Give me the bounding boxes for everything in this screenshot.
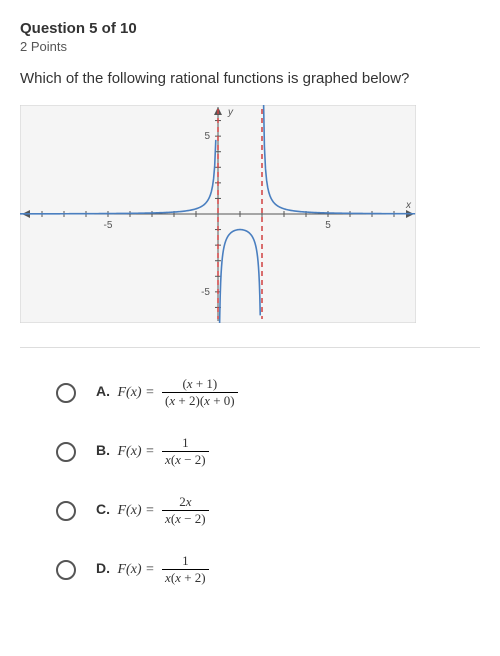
answer-choices: A. F(x) = (x + 1)(x + 2)(x + 0) B. F(x) =… bbox=[20, 376, 480, 586]
numerator: 2x bbox=[162, 494, 209, 510]
svg-text:5: 5 bbox=[204, 131, 210, 142]
choice-letter: A. bbox=[96, 383, 110, 399]
choice-letter: C. bbox=[96, 501, 110, 517]
svg-text:-5: -5 bbox=[201, 287, 210, 298]
radio-b[interactable] bbox=[56, 442, 76, 462]
choice-letter: B. bbox=[96, 442, 110, 458]
question-points: 2 Points bbox=[20, 39, 480, 54]
svg-text:x: x bbox=[405, 200, 412, 211]
choice-a[interactable]: A. F(x) = (x + 1)(x + 2)(x + 0) bbox=[56, 376, 480, 409]
numerator: 1 bbox=[162, 435, 209, 451]
choice-letter: D. bbox=[96, 560, 110, 576]
svg-text:y: y bbox=[227, 107, 234, 118]
radio-a[interactable] bbox=[56, 383, 76, 403]
function-graph: 5 -5 5 -5 y x bbox=[20, 105, 416, 323]
fraction: (x + 1)(x + 2)(x + 0) bbox=[162, 376, 238, 409]
choice-label: B. F(x) = 1x(x − 2) bbox=[96, 435, 209, 468]
graph-container: 5 -5 5 -5 y x bbox=[20, 105, 480, 323]
fx-label: F(x) = bbox=[114, 444, 158, 459]
numerator: (x + 1) bbox=[162, 376, 238, 392]
choice-d[interactable]: D. F(x) = 1x(x + 2) bbox=[56, 553, 480, 586]
fraction: 1x(x − 2) bbox=[162, 435, 209, 468]
fraction: 1x(x + 2) bbox=[162, 553, 209, 586]
svg-text:-5: -5 bbox=[104, 220, 113, 231]
question-number: Question 5 of 10 bbox=[20, 20, 480, 37]
choice-label: A. F(x) = (x + 1)(x + 2)(x + 0) bbox=[96, 376, 238, 409]
fraction: 2xx(x − 2) bbox=[162, 494, 209, 527]
question-text: Which of the following rational function… bbox=[20, 70, 480, 87]
svg-text:5: 5 bbox=[325, 220, 331, 231]
choice-label: D. F(x) = 1x(x + 2) bbox=[96, 553, 209, 586]
fx-label: F(x) = bbox=[114, 385, 158, 400]
denominator: x(x + 2) bbox=[162, 569, 209, 586]
choice-label: C. F(x) = 2xx(x − 2) bbox=[96, 494, 209, 527]
choice-b[interactable]: B. F(x) = 1x(x − 2) bbox=[56, 435, 480, 468]
denominator: x(x − 2) bbox=[162, 451, 209, 468]
choice-c[interactable]: C. F(x) = 2xx(x − 2) bbox=[56, 494, 480, 527]
radio-c[interactable] bbox=[56, 501, 76, 521]
numerator: 1 bbox=[162, 553, 209, 569]
fx-label: F(x) = bbox=[114, 503, 158, 518]
denominator: x(x − 2) bbox=[162, 510, 209, 527]
denominator: (x + 2)(x + 0) bbox=[162, 392, 238, 409]
fx-label: F(x) = bbox=[114, 562, 158, 577]
radio-d[interactable] bbox=[56, 560, 76, 580]
separator bbox=[20, 347, 480, 348]
